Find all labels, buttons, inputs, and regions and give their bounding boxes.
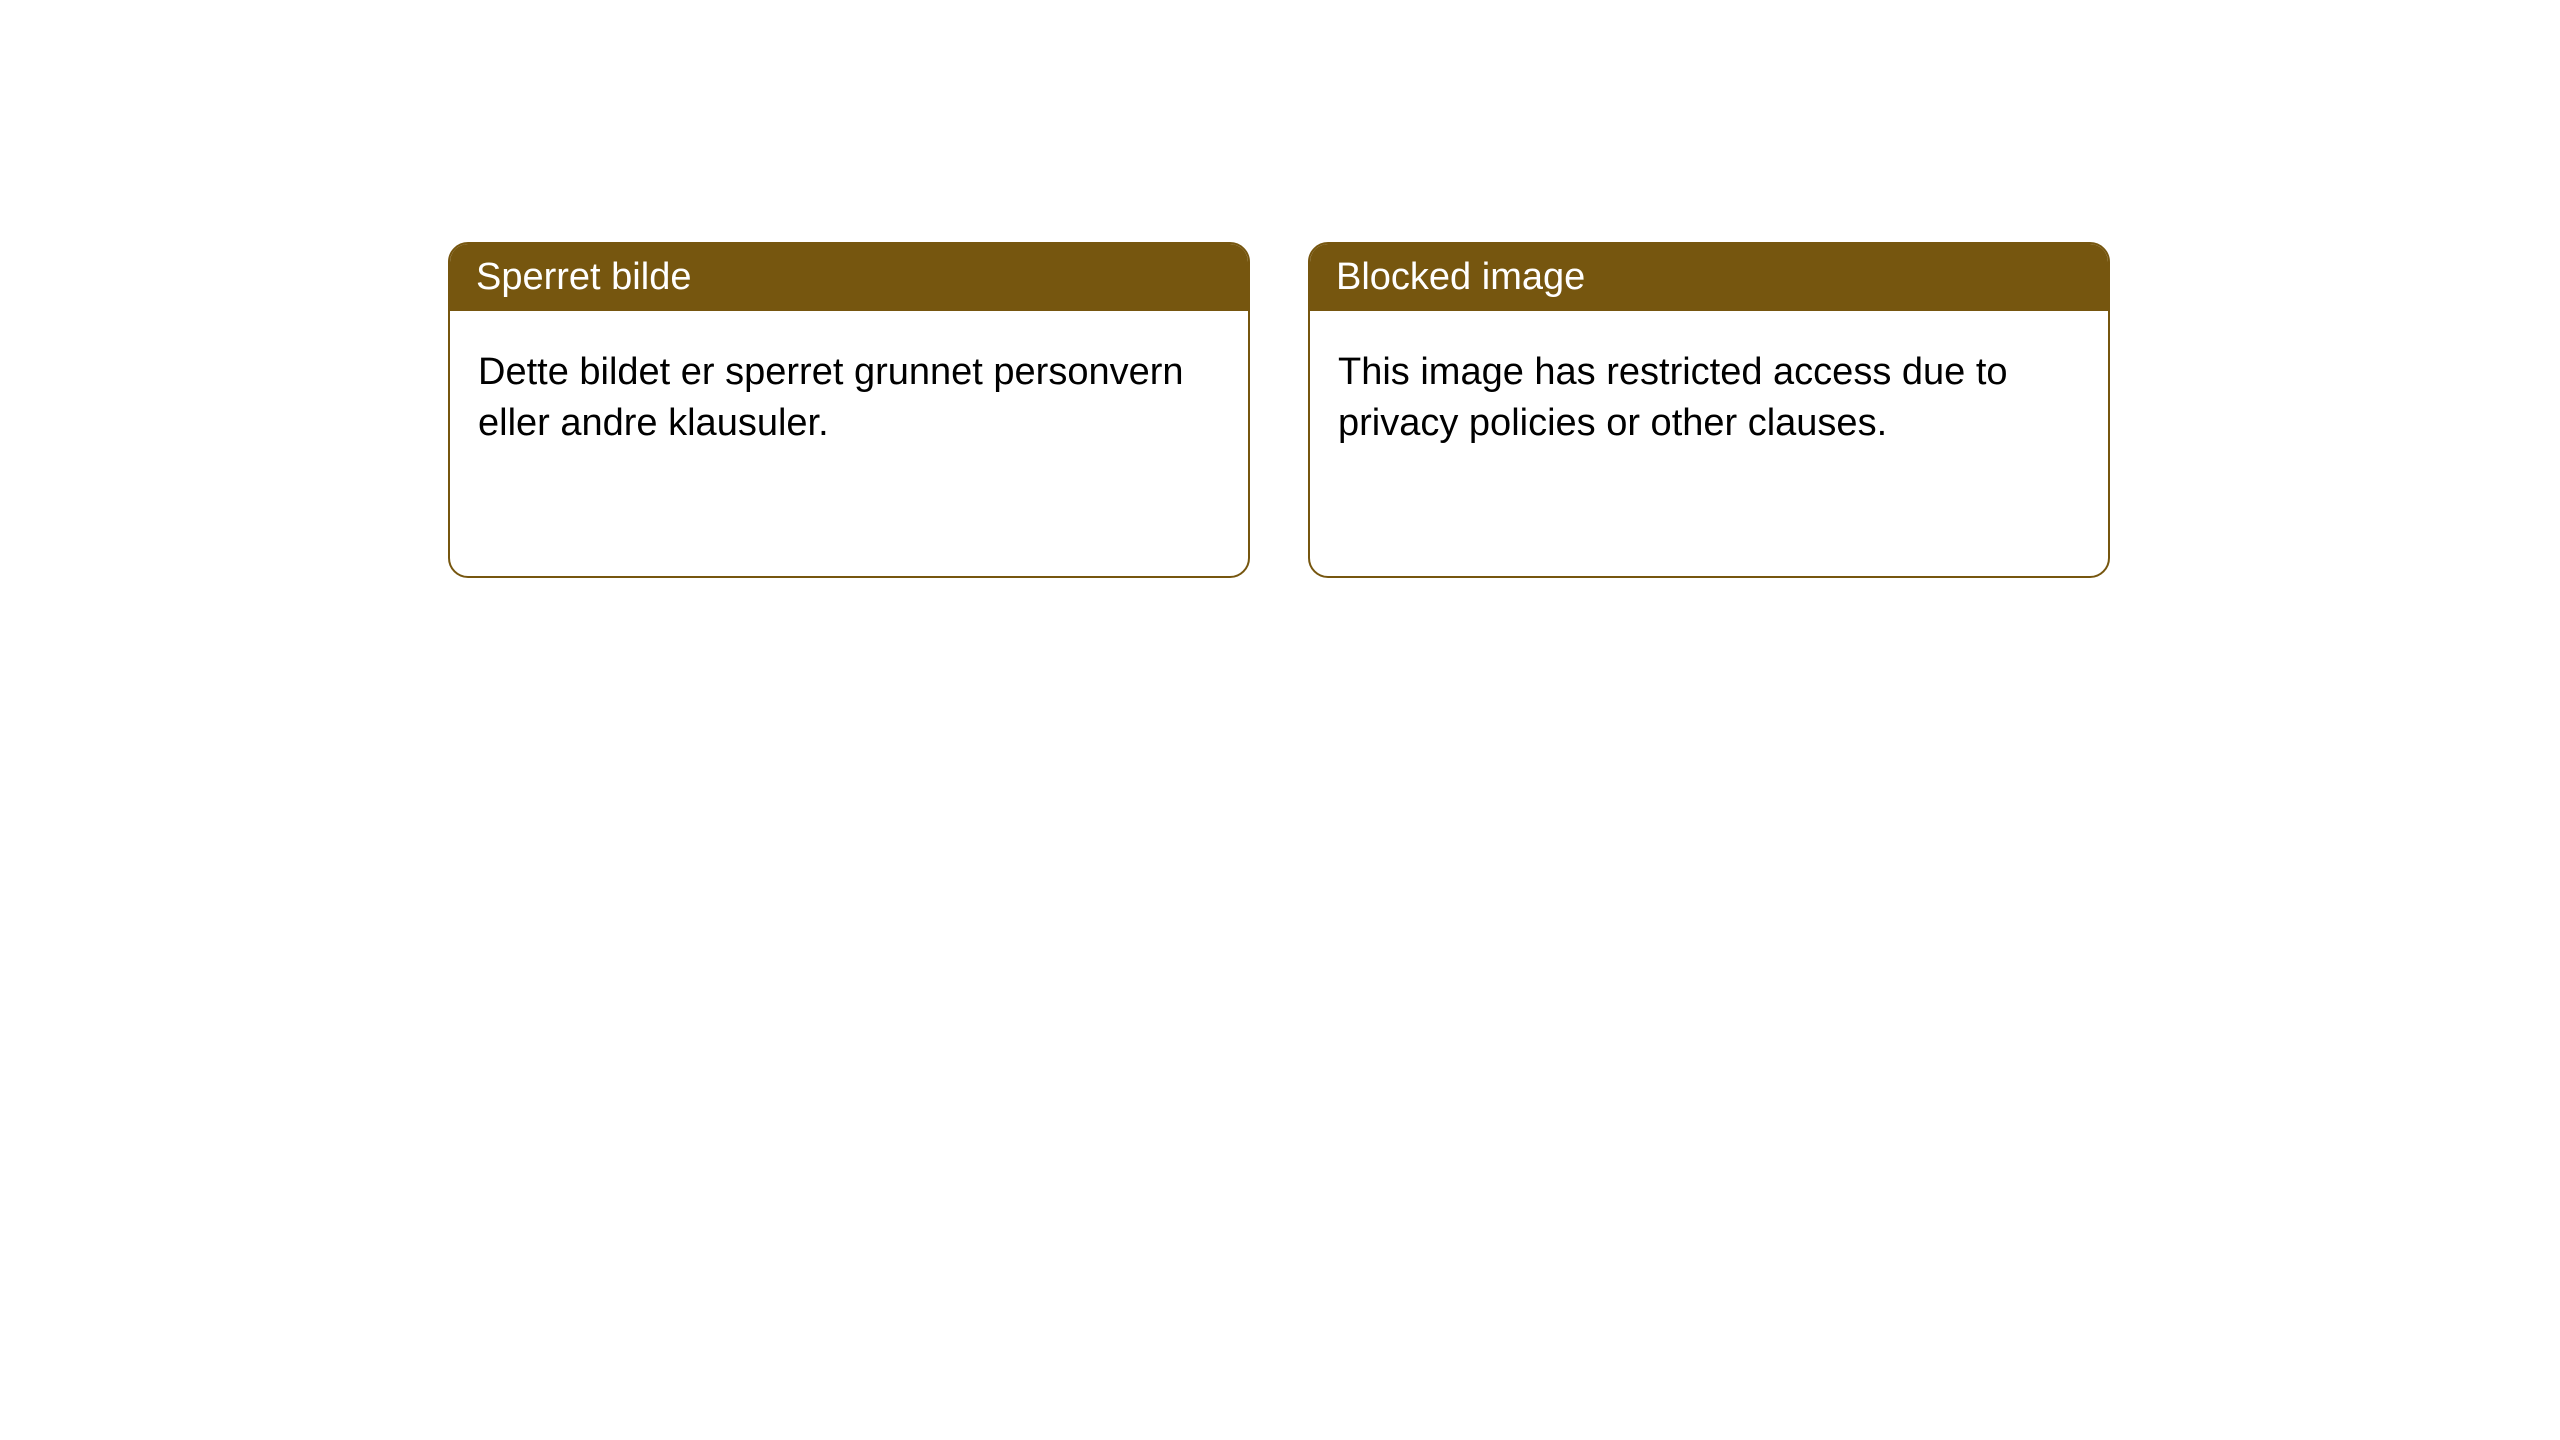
notice-header-norwegian: Sperret bilde <box>450 244 1248 311</box>
notice-title-english: Blocked image <box>1336 256 1585 298</box>
notice-container: Sperret bilde Dette bildet er sperret gr… <box>448 242 2110 578</box>
notice-text-norwegian: Dette bildet er sperret grunnet personve… <box>478 351 1184 444</box>
notice-body-english: This image has restricted access due to … <box>1310 311 2108 486</box>
notice-card-english: Blocked image This image has restricted … <box>1308 242 2110 578</box>
notice-header-english: Blocked image <box>1310 244 2108 311</box>
notice-text-english: This image has restricted access due to … <box>1338 351 2008 444</box>
notice-card-norwegian: Sperret bilde Dette bildet er sperret gr… <box>448 242 1250 578</box>
notice-body-norwegian: Dette bildet er sperret grunnet personve… <box>450 311 1248 486</box>
notice-title-norwegian: Sperret bilde <box>476 256 691 298</box>
